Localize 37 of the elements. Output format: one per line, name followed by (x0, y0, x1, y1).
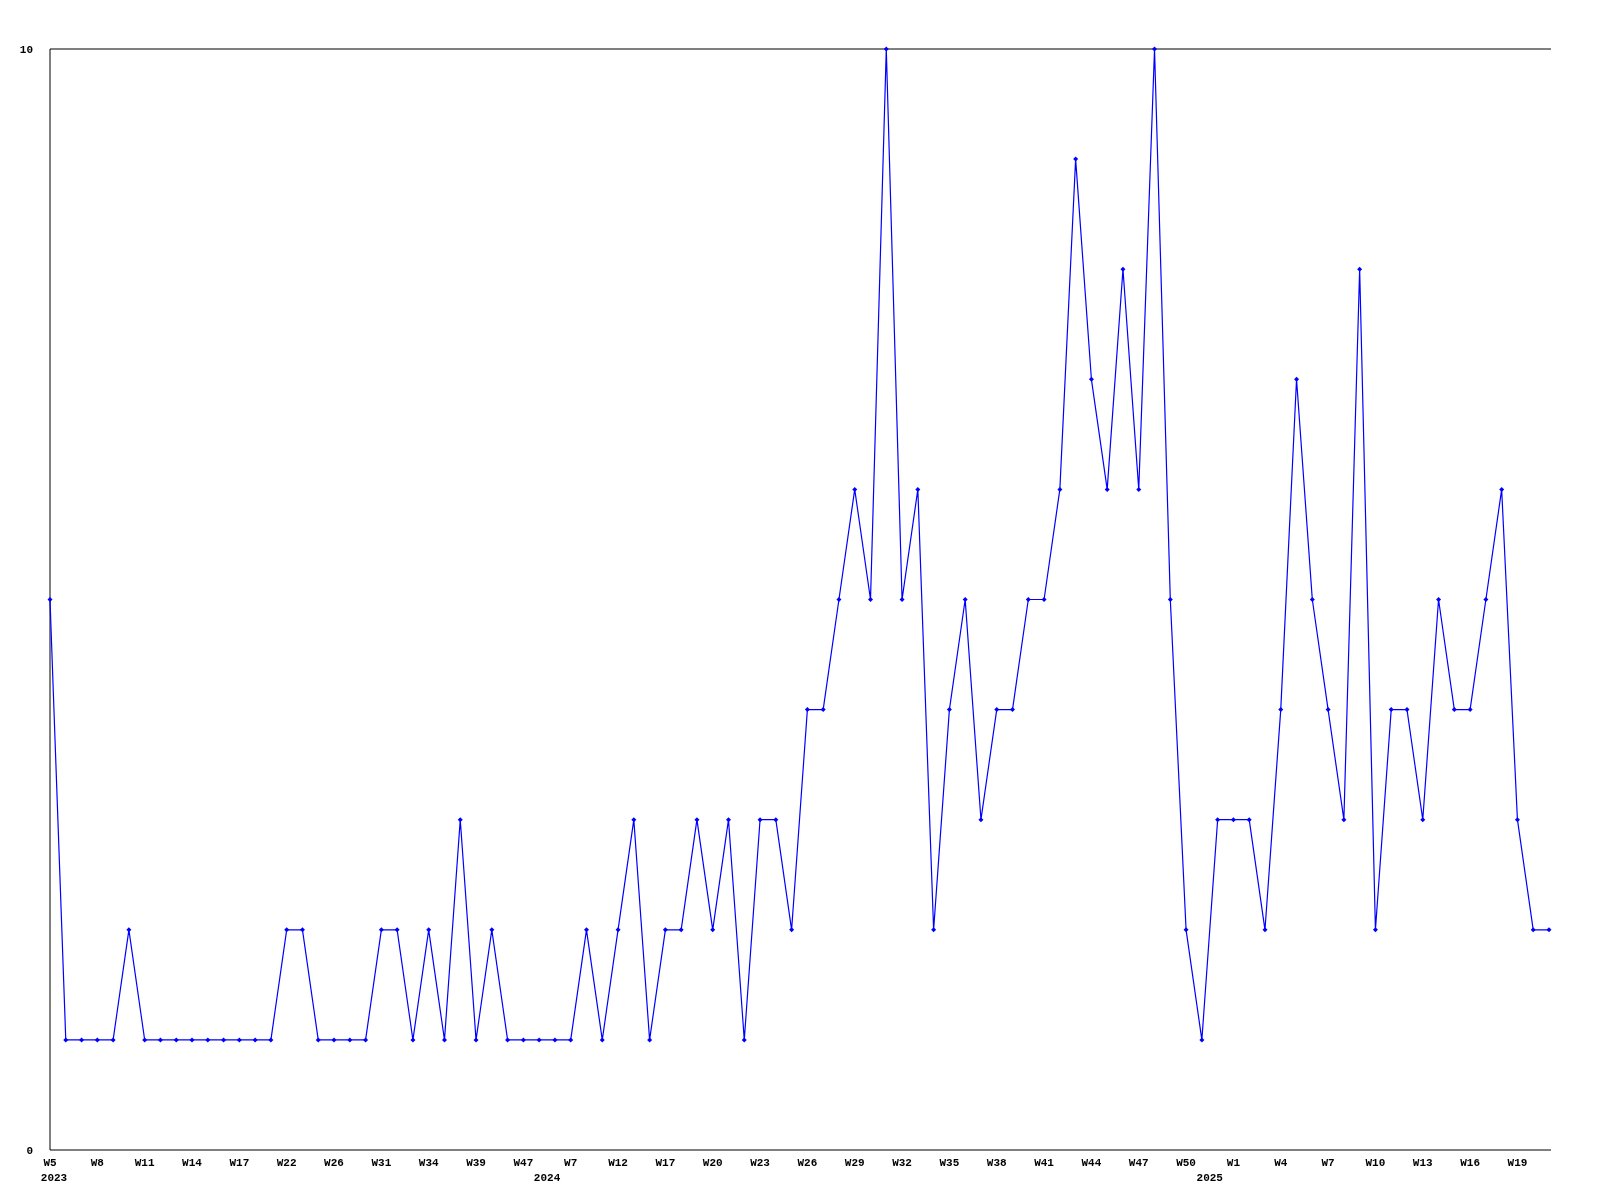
x-tick-label: W7 (1321, 1157, 1335, 1169)
x-tick-label: W17 (229, 1157, 250, 1169)
x-tick-label: W22 (276, 1157, 297, 1169)
x-tick-label: W11 (134, 1157, 155, 1169)
x-tick-label: W7 (564, 1157, 578, 1169)
x-tick-label: W14 (182, 1157, 203, 1169)
x-tick-label: W10 (1365, 1157, 1386, 1169)
x-tick-label: W4 (1274, 1157, 1288, 1169)
x-tick-label: W16 (1460, 1157, 1481, 1169)
x-tick-label: W39 (466, 1157, 486, 1169)
x-tick-label: W47 (1128, 1157, 1149, 1169)
x-tick-label: W26 (797, 1157, 818, 1169)
x-tick-label: W32 (892, 1157, 912, 1169)
text: 2023 (40, 1172, 68, 1184)
x-tick-label: W12 (608, 1157, 628, 1169)
x-tick-label: W31 (371, 1157, 392, 1169)
x-tick-label: W44 (1081, 1157, 1102, 1169)
x-tick-label: W1 (1226, 1157, 1241, 1169)
y-tick-label: 10 (19, 43, 33, 56)
x-tick-label: W26 (324, 1157, 344, 1169)
x-tick-label: W19 (1507, 1157, 1528, 1169)
x-tick-label: W34 (418, 1157, 439, 1169)
y-tick-label: 0 (26, 1144, 33, 1157)
text: 2024 (533, 1172, 561, 1184)
x-tick-label: W23 (750, 1157, 771, 1169)
x-tick-label: W41 (1034, 1157, 1055, 1169)
x-tick-label: W29 (844, 1157, 865, 1169)
x-tick-label: W17 (655, 1157, 676, 1169)
text: 2025 (1196, 1172, 1224, 1184)
x-tick-label: W35 (939, 1157, 960, 1169)
x-tick-label: W5 (43, 1157, 57, 1169)
x-tick-label: W8 (90, 1157, 105, 1169)
x-tick-label: W50 (1176, 1157, 1196, 1169)
x-tick-label: W38 (986, 1157, 1008, 1169)
x-tick-label: W47 (513, 1157, 534, 1169)
x-tick-label: W20 (702, 1157, 723, 1169)
x-tick-label: W13 (1412, 1157, 1434, 1169)
